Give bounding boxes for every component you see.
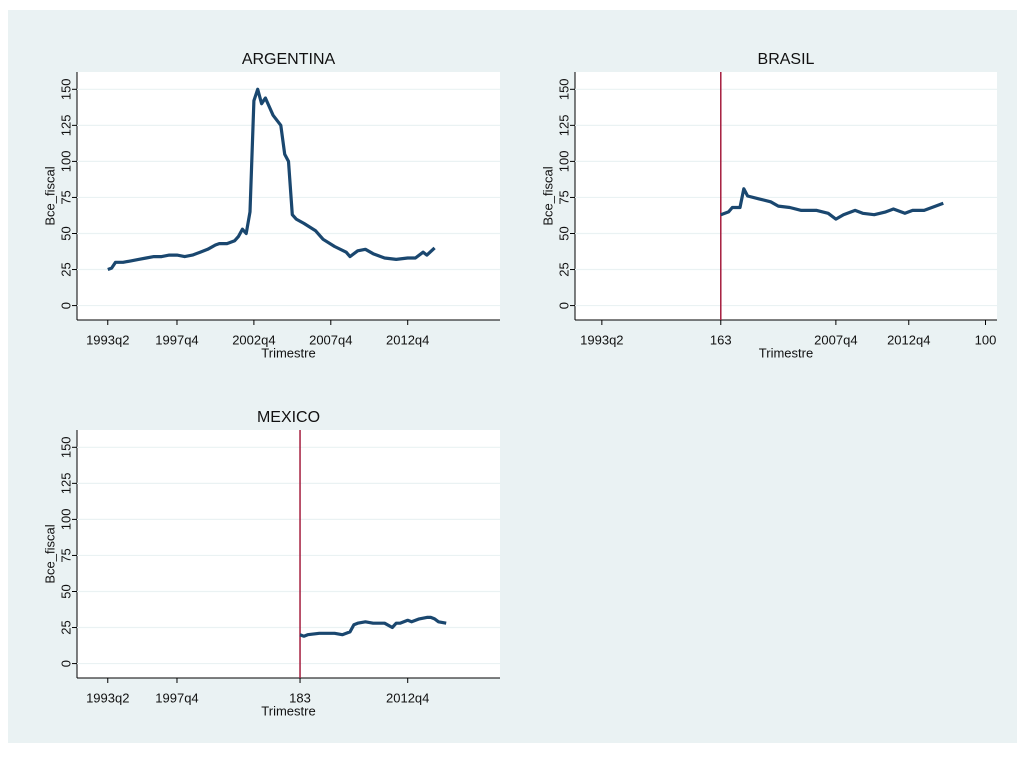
plot-area [77, 72, 500, 320]
y-tick-label: 100 [556, 151, 571, 173]
x-tick-label: 1997q4 [155, 332, 198, 347]
plot-area [575, 72, 997, 320]
y-axis-label: Bce_fiscal [540, 166, 555, 225]
y-tick-label: 25 [556, 262, 571, 276]
y-tick-label: 125 [58, 114, 73, 136]
y-tick-label: 150 [58, 78, 73, 100]
y-tick-label: 0 [58, 302, 73, 309]
y-tick-label: 25 [58, 262, 73, 276]
x-tick-label: 2007q4 [814, 332, 857, 347]
x-axis-label: Trimestre [759, 345, 813, 360]
y-tick-label: 150 [556, 78, 571, 100]
y-tick-label: 100 [58, 509, 73, 531]
panel-title: BRASIL [758, 51, 815, 68]
x-tick-label: 2007q4 [309, 332, 352, 347]
y-axis-label: Bce_fiscal [42, 166, 57, 225]
x-axis-label: Trimestre [261, 703, 315, 718]
x-tick-label: 100 [975, 332, 997, 347]
y-tick-label: 125 [556, 114, 571, 136]
x-tick-label: 183 [289, 690, 311, 705]
y-tick-label: 150 [58, 436, 73, 458]
x-tick-label: 2012q4 [386, 332, 429, 347]
x-tick-label: 1993q2 [86, 690, 129, 705]
y-tick-label: 25 [58, 620, 73, 634]
x-tick-label: 1993q2 [86, 332, 129, 347]
x-axis-label: Trimestre [261, 345, 315, 360]
y-tick-label: 100 [58, 151, 73, 173]
y-tick-label: 50 [58, 584, 73, 598]
data-line [107, 87, 436, 272]
y-tick-label: 125 [58, 472, 73, 494]
x-tick-label: 2012q4 [887, 332, 930, 347]
x-tick-label: 163 [710, 332, 732, 347]
y-tick-label: 50 [556, 226, 571, 240]
y-tick-label: 50 [58, 226, 73, 240]
data-line [720, 187, 944, 221]
y-tick-label: 0 [58, 660, 73, 667]
panel-title: ARGENTINA [242, 51, 336, 68]
y-tick-label: 75 [556, 190, 571, 204]
y-tick-label: 0 [556, 302, 571, 309]
x-tick-label: 2012q4 [386, 690, 429, 705]
y-axis-label: Bce_fiscal [42, 524, 57, 583]
x-tick-label: 2002q4 [232, 332, 275, 347]
panel-title: MEXICO [257, 409, 320, 426]
y-tick-label: 75 [58, 190, 73, 204]
x-tick-label: 1997q4 [155, 690, 198, 705]
plot-area [77, 430, 500, 678]
data-line [299, 615, 447, 638]
x-tick-label: 1993q2 [580, 332, 623, 347]
y-tick-label: 75 [58, 548, 73, 562]
